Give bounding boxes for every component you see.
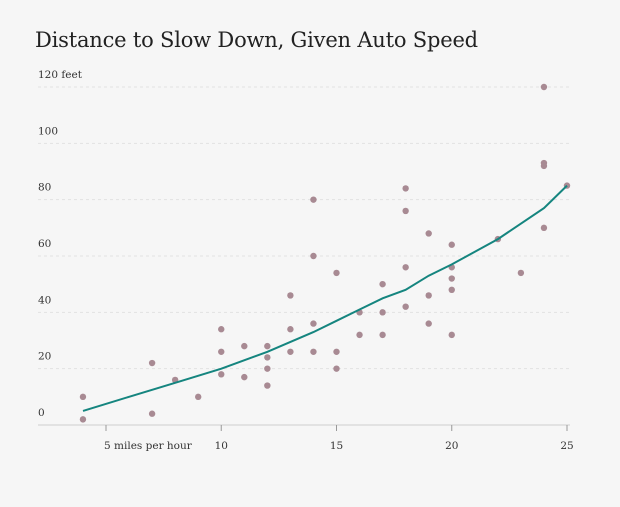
trend-line — [82, 184, 568, 412]
data-point — [264, 354, 271, 361]
data-point — [425, 292, 432, 299]
y-tick-label: 60 — [38, 238, 51, 250]
data-point — [310, 348, 317, 355]
data-point — [448, 275, 455, 282]
data-point — [425, 320, 432, 327]
x-tick-label: 20 — [445, 440, 458, 452]
data-point — [310, 252, 317, 260]
data-point — [79, 393, 87, 401]
data-point — [333, 365, 340, 372]
data-point — [79, 416, 87, 423]
data-point — [148, 410, 156, 417]
y-tick-label: 100 — [38, 125, 58, 137]
data-point — [264, 382, 271, 389]
x-tick-label: 10 — [215, 440, 228, 452]
x-tick-label: 15 — [330, 440, 343, 452]
data-point — [310, 196, 317, 203]
data-point — [517, 269, 525, 277]
axis-layer: 0 20 40 60 80 100 120 feet 5 miles per hour 10 15… — [38, 69, 574, 452]
data-point — [218, 371, 225, 378]
y-tick-label: 20 — [38, 351, 51, 363]
data-point — [195, 393, 202, 401]
data-point — [402, 303, 409, 310]
x-tick-label: 25 — [560, 440, 573, 452]
data-point — [448, 286, 455, 293]
data-point — [425, 230, 432, 237]
data-point — [379, 309, 386, 316]
data-point — [356, 331, 363, 339]
data-point — [540, 83, 548, 91]
data-point — [333, 348, 340, 355]
data-point — [540, 159, 548, 167]
data-point — [402, 207, 409, 215]
fit-line-layer — [82, 184, 568, 412]
y-tick-label: 0 — [38, 407, 45, 419]
data-point — [540, 224, 548, 232]
y-tick-label: 40 — [38, 294, 51, 306]
data-point — [218, 348, 225, 355]
x-tick-label: 5 miles per hour — [104, 440, 193, 452]
data-point — [241, 342, 248, 350]
data-point — [264, 365, 271, 372]
data-point — [241, 373, 248, 381]
data-point — [448, 241, 455, 248]
data-point — [379, 331, 386, 339]
data-point — [402, 185, 409, 192]
points-layer — [79, 83, 571, 423]
data-point — [218, 326, 225, 333]
y-tick-label: 120 feet — [38, 69, 83, 81]
data-point — [448, 331, 455, 339]
data-point — [264, 342, 271, 350]
data-point — [287, 348, 294, 355]
data-point — [310, 320, 317, 327]
chart-title: Distance to Slow Down, Given Auto Speed — [35, 28, 478, 52]
data-point — [333, 269, 340, 277]
data-point — [148, 359, 156, 367]
data-point — [402, 264, 409, 271]
data-point — [287, 292, 294, 299]
data-point — [379, 280, 386, 288]
grid-layer — [38, 86, 570, 426]
y-tick-label: 80 — [38, 182, 51, 194]
data-point — [287, 326, 294, 333]
